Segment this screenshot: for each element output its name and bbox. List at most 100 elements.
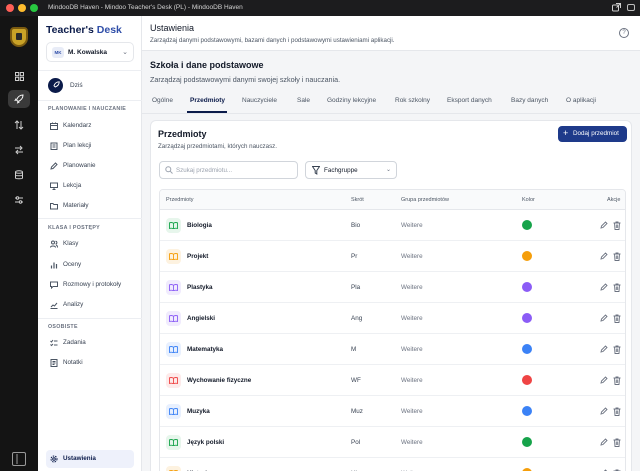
tab-about[interactable]: O aplikacji [566,97,596,104]
search-placeholder: Szukaj przedmiotu... [176,167,233,174]
color-swatch[interactable] [522,406,532,416]
popout-icon[interactable] [611,3,621,13]
trash-icon[interactable] [613,345,621,354]
table-row[interactable]: HistoriaHisWeitere [160,458,625,471]
book-icon [166,311,181,326]
color-swatch[interactable] [522,220,532,230]
color-swatch[interactable] [522,437,532,447]
arrows-icon[interactable] [8,116,30,134]
edit-icon[interactable] [600,345,608,354]
subject-abbr: Bio [351,222,361,229]
color-swatch[interactable] [522,282,532,292]
edit-icon[interactable] [600,221,608,230]
trash-icon[interactable] [613,252,621,261]
sidebar-item-grades[interactable]: Oceny [46,257,134,273]
edit-icon[interactable] [600,314,608,323]
trash-icon[interactable] [613,283,621,292]
subject-group: Weitere [401,346,423,353]
table-row[interactable]: Wychowanie fizyczne WF Weitere [160,365,625,396]
brand-suffix: Desk [96,24,122,36]
table-header: Przedmioty Skrót Grupa przedmiotów Kolor… [160,190,625,210]
maximize-window-button[interactable] [30,4,38,12]
sidebar-item-label: Rozmowy i protokoły [63,281,122,288]
book-icon [166,249,181,264]
brand-logo: Teacher's Desk [46,24,122,36]
sidebar-toggle-icon[interactable] [12,452,26,466]
sidebar-item-tasks[interactable]: Zadania [46,335,134,351]
book-icon [166,218,181,233]
sidebar-item-notes[interactable]: Notatki [46,355,134,371]
tab-lesson-hours[interactable]: Godziny lekcyjne [327,97,377,104]
color-swatch[interactable] [522,375,532,385]
help-icon[interactable]: ? [619,28,629,38]
sidebar-item-label: Ustawienia [63,455,96,462]
rocket-icon[interactable] [8,90,30,108]
edit-icon[interactable] [600,376,608,385]
book-icon [166,373,181,388]
trash-icon[interactable] [613,314,621,323]
sidebar-item-lesson-plan[interactable]: Plan lekcji [46,138,134,154]
edit-icon[interactable] [600,407,608,416]
trash-icon[interactable] [613,407,621,416]
app-logo-icon [10,27,28,47]
trash-icon[interactable] [613,469,621,471]
trash-icon[interactable] [613,376,621,385]
tab-school-year[interactable]: Rok szkolny [395,97,431,104]
book-icon [166,404,181,419]
sliders-icon[interactable] [8,191,30,209]
sidebar-item-classes[interactable]: Klasy [46,236,134,252]
edit-icon[interactable] [600,438,608,447]
sidebar-item-lesson[interactable]: Lekcja [46,178,134,194]
sidebar-item-materials[interactable]: Materiały [46,198,134,214]
tab-data-export[interactable]: Eksport danych [447,97,492,104]
sidebar-item-planning[interactable]: Planowanie [46,158,134,174]
chevron-down-icon: ⌄ [385,167,391,173]
minimize-window-button[interactable] [18,4,26,12]
section-title-personal: OSOBISTE [48,324,78,330]
close-window-button[interactable] [6,4,14,12]
sidebar-item-conversations[interactable]: Rozmowy i protokoły [46,277,134,293]
subject-name: Biologia [187,222,212,229]
table-row[interactable]: Matematyka M Weitere [160,334,625,365]
subject-group: Weitere [401,222,423,229]
color-swatch[interactable] [522,313,532,323]
tab-databases[interactable]: Bazy danych [511,97,549,104]
sidebar-item-today[interactable]: Dziś [46,77,134,95]
clipboard-icon [49,142,58,150]
page-title: Ustawienia [150,23,195,33]
table-row[interactable]: Język polski Pol Weitere [160,427,625,458]
note-icon [49,359,58,367]
sidebar-item-settings[interactable]: Ustawienia [46,450,134,468]
search-input[interactable]: Szukaj przedmiotu... [159,161,298,179]
trash-icon[interactable] [613,438,621,447]
window-title: MindooDB Haven - Mindoo Teacher's Desk (… [48,4,243,11]
trash-icon[interactable] [613,221,621,230]
tab-general[interactable]: Ogólne [152,97,173,104]
edit-icon[interactable] [600,283,608,292]
table-row[interactable]: Plastyka Pla Weitere [160,272,625,303]
sidebar-item-calendar[interactable]: Kalendarz [46,118,134,134]
table-row[interactable]: Muzyka Muz Weitere [160,396,625,427]
tab-subjects[interactable]: Przedmioty [190,97,226,104]
color-swatch[interactable] [522,468,532,471]
user-selector[interactable]: MK M. Kowalska ⌄ [46,42,134,62]
add-subject-button[interactable]: + Dodaj przedmiot [558,126,627,142]
table-row[interactable]: Projekt Pr Weitere [160,241,625,272]
sidebar-item-analytics[interactable]: Analizy [46,297,134,313]
divider [38,70,142,71]
color-swatch[interactable] [522,251,532,261]
database-icon[interactable] [8,166,30,184]
grid-icon[interactable] [8,68,30,86]
tab-teachers[interactable]: Nauczyciele [242,97,278,104]
chevron-down-icon: ⌄ [122,49,128,56]
tab-rooms[interactable]: Sale [297,97,311,104]
edit-icon[interactable] [600,252,608,261]
color-swatch[interactable] [522,344,532,354]
table-row[interactable]: Angielski Ang Weitere [160,303,625,334]
divider [38,218,142,219]
sidebar-item-label: Zadania [63,339,86,346]
shuffle-icon[interactable] [8,141,30,159]
window-layout-icon[interactable] [626,3,636,13]
table-row[interactable]: Biologia Bio Weitere [160,210,625,241]
subject-group-filter[interactable]: Fachgruppe ⌄ [305,161,397,179]
